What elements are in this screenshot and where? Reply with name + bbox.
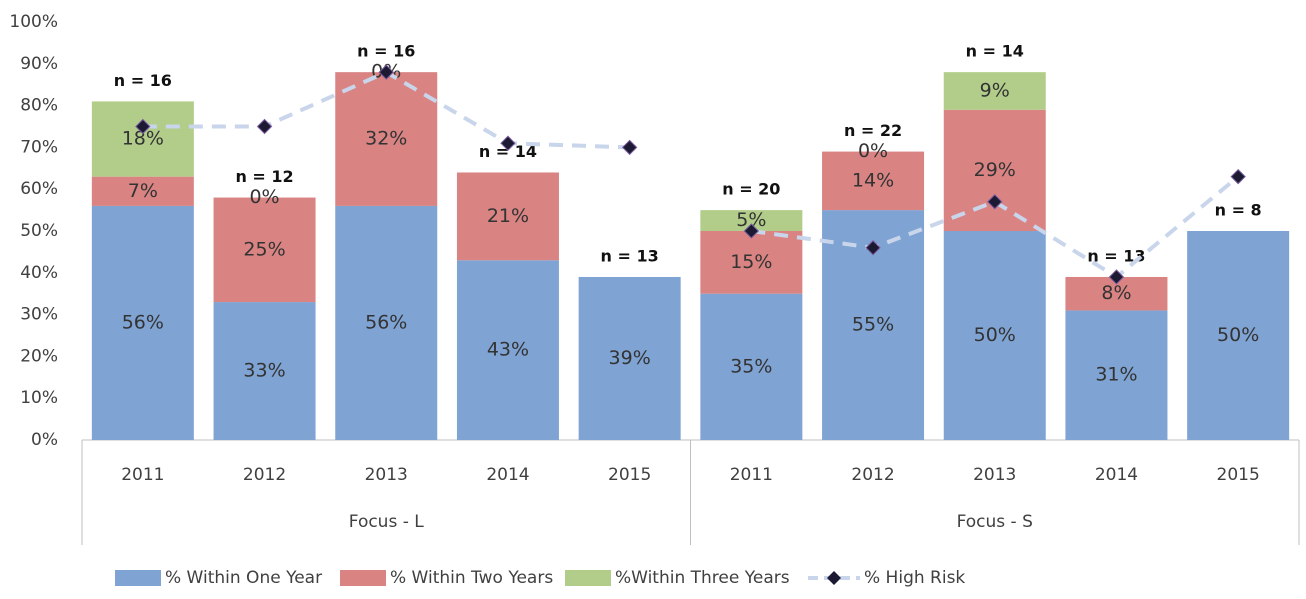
value-label: 43%	[487, 339, 529, 361]
bar-segment	[91, 101, 194, 177]
legend-swatch	[827, 571, 841, 585]
x-tick-label: 2012	[243, 465, 286, 485]
n-label: n = 13	[1087, 246, 1145, 265]
line-marker	[1108, 269, 1125, 285]
bar-segment	[335, 72, 438, 206]
legend-label: % Within Two Years	[390, 568, 553, 588]
legend-swatch	[115, 570, 161, 586]
bar-segment	[213, 197, 316, 303]
bar-segment	[822, 151, 925, 211]
line-marker	[1230, 168, 1246, 185]
value-label: 21%	[487, 205, 529, 227]
y-tick-label: 0%	[31, 430, 58, 450]
y-tick-label: 100%	[9, 12, 58, 32]
value-label: 39%	[609, 347, 651, 369]
line	[751, 175, 1240, 280]
bar-segment	[213, 302, 316, 440]
line-marker	[378, 64, 394, 80]
value-label: 9%	[980, 79, 1010, 101]
value-label: 25%	[243, 238, 285, 260]
n-label: n = 8	[1215, 201, 1262, 220]
x-tick-label: 2011	[121, 465, 164, 485]
line-marker	[135, 118, 151, 135]
bar-segment	[700, 210, 803, 231]
y-tick-label: 50%	[20, 221, 58, 241]
value-label: 55%	[852, 314, 894, 336]
bar-segment	[943, 231, 1046, 440]
value-label: 7%	[128, 180, 158, 202]
n-label: n = 22	[844, 121, 902, 140]
line-marker	[500, 135, 516, 151]
y-tick-label: 70%	[20, 137, 58, 157]
x-tick-label: 2013	[365, 465, 408, 485]
y-tick-label: 90%	[20, 54, 58, 74]
value-label: 35%	[730, 355, 772, 377]
legend-label: % Within One Year	[165, 568, 322, 588]
y-tick-label: 60%	[20, 179, 58, 199]
y-tick-label: 80%	[20, 96, 58, 116]
x-tick-label: 2011	[730, 465, 773, 485]
bar-segment	[700, 231, 803, 294]
value-label: 8%	[1101, 282, 1131, 304]
x-tick-label: 2013	[973, 465, 1016, 485]
bar-segment	[456, 260, 559, 440]
n-label: n = 14	[966, 42, 1024, 61]
value-label: 14%	[852, 169, 894, 191]
value-label: 29%	[974, 159, 1016, 181]
line-marker	[743, 223, 760, 239]
n-label: n = 20	[722, 180, 780, 199]
bar-segment	[335, 205, 438, 440]
bar-segment	[700, 293, 803, 440]
n-label: n = 12	[235, 167, 293, 186]
bar-segment	[1187, 231, 1290, 440]
value-label: 0%	[249, 186, 279, 208]
x-tick-label: 2015	[1217, 465, 1260, 485]
y-tick-label: 20%	[20, 346, 58, 366]
y-tick-label: 40%	[20, 263, 58, 283]
value-label: 56%	[365, 311, 407, 333]
bar-segment	[943, 72, 1046, 110]
bar-segment	[91, 205, 194, 440]
line-marker	[621, 139, 638, 156]
value-label: 50%	[1217, 324, 1259, 346]
group-label: Focus - L	[349, 512, 424, 532]
bar-segment	[578, 276, 681, 440]
n-label: n = 14	[479, 142, 537, 161]
value-label: 18%	[122, 128, 164, 150]
n-label: n = 16	[114, 71, 172, 90]
value-label: 0%	[858, 140, 888, 162]
value-label: 15%	[730, 251, 772, 273]
value-label: 50%	[974, 324, 1016, 346]
n-label: n = 16	[357, 42, 415, 61]
legend-swatch	[340, 570, 386, 586]
value-label: 5%	[736, 209, 766, 231]
group-label: Focus - S	[957, 512, 1033, 532]
value-label: 56%	[122, 311, 164, 333]
bar-segment	[943, 109, 1046, 231]
bar-segment	[1065, 310, 1168, 440]
x-tick-label: 2014	[1095, 465, 1138, 485]
legend-swatch	[565, 570, 611, 586]
x-tick-label: 2012	[851, 465, 894, 485]
x-tick-label: 2015	[608, 465, 651, 485]
line-marker	[987, 194, 1003, 210]
n-label: n = 13	[601, 246, 659, 265]
value-label: 33%	[243, 360, 285, 382]
legend-label: %Within Three Years	[615, 568, 790, 588]
value-label: 32%	[365, 128, 407, 150]
line-marker	[865, 240, 881, 256]
y-tick-label: 30%	[20, 305, 58, 325]
y-tick-label: 10%	[20, 388, 58, 408]
bar-segment	[456, 172, 559, 261]
value-label: 31%	[1095, 364, 1137, 386]
line-marker	[256, 118, 273, 135]
legend-label: % High Risk	[864, 568, 965, 588]
x-tick-label: 2014	[486, 465, 529, 485]
bar-segment	[91, 176, 194, 206]
